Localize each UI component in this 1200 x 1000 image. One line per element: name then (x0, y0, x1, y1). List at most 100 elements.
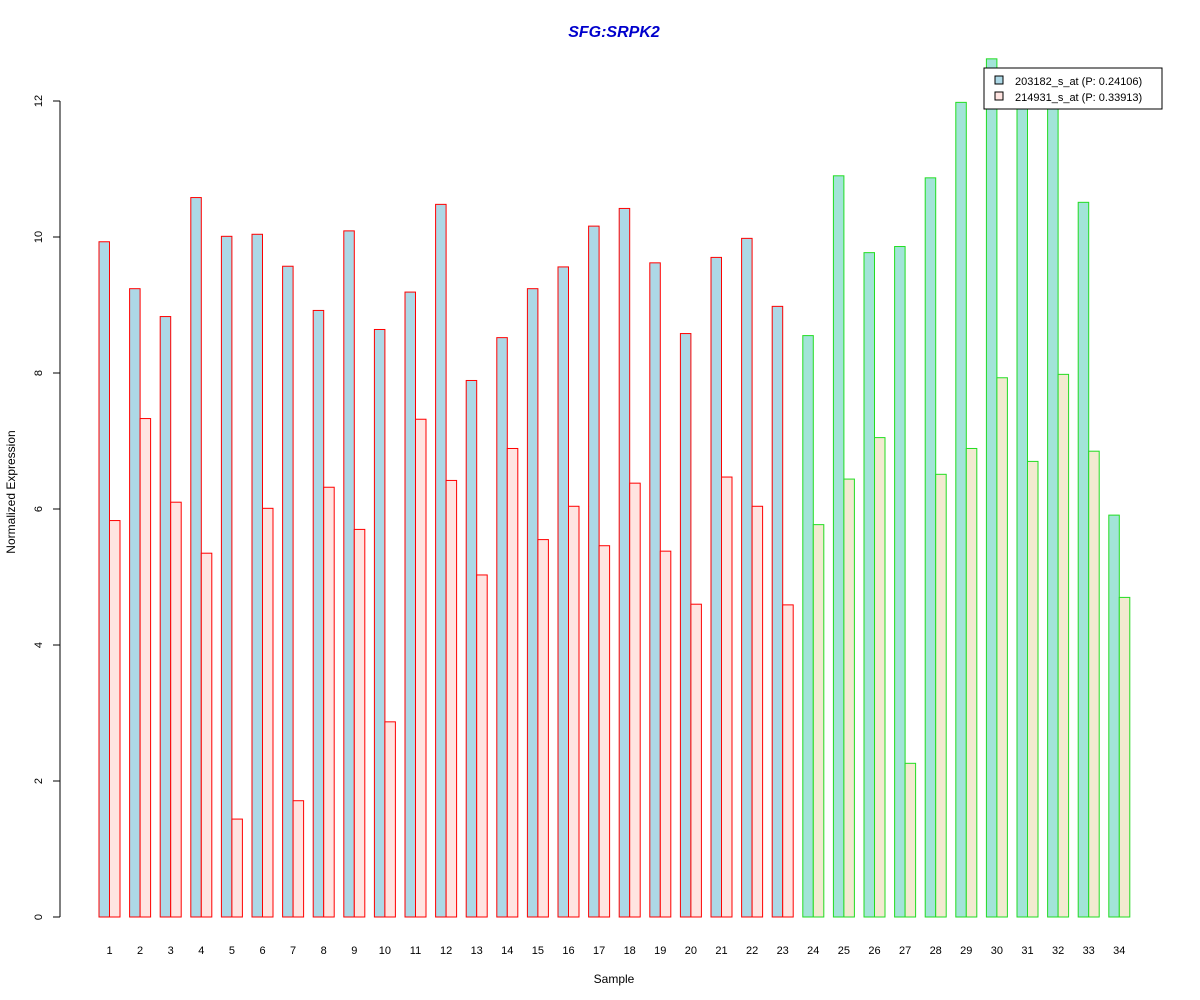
bars (98, 58, 1131, 918)
x-tick-label: 29 (960, 945, 972, 957)
bar-series1-sample-17 (588, 225, 600, 918)
y-tick-label: 8 (33, 370, 45, 376)
x-tick-label: 21 (715, 945, 727, 957)
bar-series2-sample-27 (904, 762, 917, 918)
bar-series2-sample-31 (1027, 460, 1039, 918)
bar-series2-sample-34 (1118, 596, 1131, 918)
x-tick-label: 2 (137, 945, 143, 957)
y-axis-label: Normalized Expression (4, 430, 18, 553)
x-tick-label: 11 (410, 945, 421, 957)
bar-series1-sample-25 (832, 175, 845, 918)
x-tick-label: 8 (321, 945, 327, 957)
bar-series1-sample-15 (526, 288, 539, 918)
bar-series2-sample-9 (353, 528, 366, 918)
x-tick-label: 26 (868, 945, 880, 957)
bar-series2-sample-23 (782, 604, 794, 918)
x-tick-label: 10 (379, 945, 391, 957)
bar-series2-sample-12 (445, 479, 458, 918)
bar-series2-sample-20 (690, 603, 702, 918)
bar-series1-sample-2 (129, 288, 141, 918)
bar-series2-sample-19 (659, 550, 672, 918)
bar-series1-sample-19 (649, 262, 661, 918)
bar-series1-sample-3 (159, 316, 172, 918)
bar-series2-sample-24 (812, 524, 825, 918)
bar-series2-sample-6 (262, 507, 274, 918)
bar-series2-sample-14 (506, 447, 519, 918)
y-tick-label: 0 (33, 914, 45, 920)
bar-series2-sample-16 (568, 505, 580, 918)
bar-series1-sample-18 (618, 207, 631, 918)
bar-series1-sample-11 (404, 291, 416, 918)
bar-series2-sample-30 (996, 377, 1008, 918)
bar-series1-sample-8 (312, 309, 325, 918)
x-tick-label: 18 (624, 945, 636, 957)
bar-series2-sample-7 (292, 800, 305, 918)
bar-series1-sample-16 (557, 266, 569, 918)
legend-label-series2: 214931_s_at (P: 0.33913) (1015, 92, 1142, 104)
bar-series2-sample-5 (231, 818, 243, 918)
x-tick-label: 7 (290, 945, 296, 957)
x-tick-label: 33 (1083, 945, 1095, 957)
bar-series1-sample-10 (373, 328, 386, 918)
bar-series2-sample-25 (843, 478, 855, 918)
x-axis-label: Sample (594, 972, 635, 986)
bar-series1-sample-1 (98, 241, 110, 918)
bar-series1-sample-27 (894, 246, 906, 918)
legend-label-series1: 203182_s_at (P: 0.24106) (1015, 76, 1142, 88)
chart-title: SFG:SRPK2 (568, 24, 660, 41)
bar-series1-sample-32 (1047, 93, 1059, 918)
bar-series2-sample-4 (200, 552, 213, 918)
x-tick-label: 12 (440, 945, 452, 957)
x-tick-label: 3 (168, 945, 174, 957)
legend-swatch-series2 (994, 91, 1004, 101)
legend: 203182_s_at (P: 0.24106) 214931_s_at (P:… (983, 67, 1163, 110)
bar-series1-sample-29 (955, 101, 967, 918)
bar-series2-sample-1 (109, 520, 121, 918)
bar-series2-sample-32 (1057, 373, 1070, 918)
bar-series2-sample-8 (323, 486, 335, 918)
legend-swatch-series1 (994, 75, 1004, 85)
bar-series2-sample-21 (721, 476, 733, 918)
x-tick-label: 23 (777, 945, 789, 957)
x-tick-label: 5 (229, 945, 235, 957)
bar-series2-sample-15 (537, 539, 549, 918)
y-tick-label: 6 (33, 506, 45, 512)
bar-series2-sample-2 (139, 418, 152, 918)
x-tick-label: 17 (593, 945, 605, 957)
bar-series1-sample-21 (710, 256, 722, 918)
x-tick-label: 9 (351, 945, 357, 957)
x-tick-label: 28 (930, 945, 942, 957)
bar-series1-sample-24 (802, 335, 814, 918)
bar-series1-sample-28 (924, 177, 937, 918)
x-tick-label: 24 (807, 945, 819, 957)
bar-series1-sample-12 (435, 203, 447, 918)
bar-series1-sample-26 (863, 252, 875, 918)
x-axis-tick-labels: 1 2 3 4 5 6 7 8 9 10 11 12 13 14 15 16 17 18 19 20 21 22 23 24 2… (106, 945, 1125, 957)
x-tick-label: 20 (685, 945, 697, 957)
x-tick-label: 4 (198, 945, 204, 957)
bar-series2-sample-28 (935, 473, 947, 918)
x-tick-label: 27 (899, 945, 911, 957)
bar-series2-sample-22 (751, 505, 764, 918)
bar-series1-sample-20 (679, 333, 692, 918)
bar-series2-sample-29 (965, 447, 978, 918)
bar-series1-sample-30 (985, 58, 998, 918)
x-tick-label: 34 (1113, 945, 1125, 957)
bar-series2-sample-13 (476, 574, 488, 918)
bar-series2-sample-18 (629, 482, 641, 918)
bar-series2-sample-33 (1088, 450, 1100, 918)
x-tick-label: 13 (471, 945, 483, 957)
y-tick-label: 12 (33, 95, 45, 107)
x-tick-label: 1 (106, 945, 112, 957)
x-tick-label: 25 (838, 945, 850, 957)
y-tick-label: 2 (33, 778, 45, 784)
y-tick-label: 4 (33, 642, 45, 648)
bar-series1-sample-14 (496, 337, 508, 918)
bar-series2-sample-26 (874, 437, 886, 918)
x-tick-label: 16 (562, 945, 574, 957)
bar-series1-sample-13 (465, 379, 478, 918)
x-tick-label: 14 (501, 945, 513, 957)
bar-series1-sample-23 (771, 305, 784, 918)
bar-series1-sample-34 (1108, 514, 1120, 918)
x-tick-label: 32 (1052, 945, 1064, 957)
